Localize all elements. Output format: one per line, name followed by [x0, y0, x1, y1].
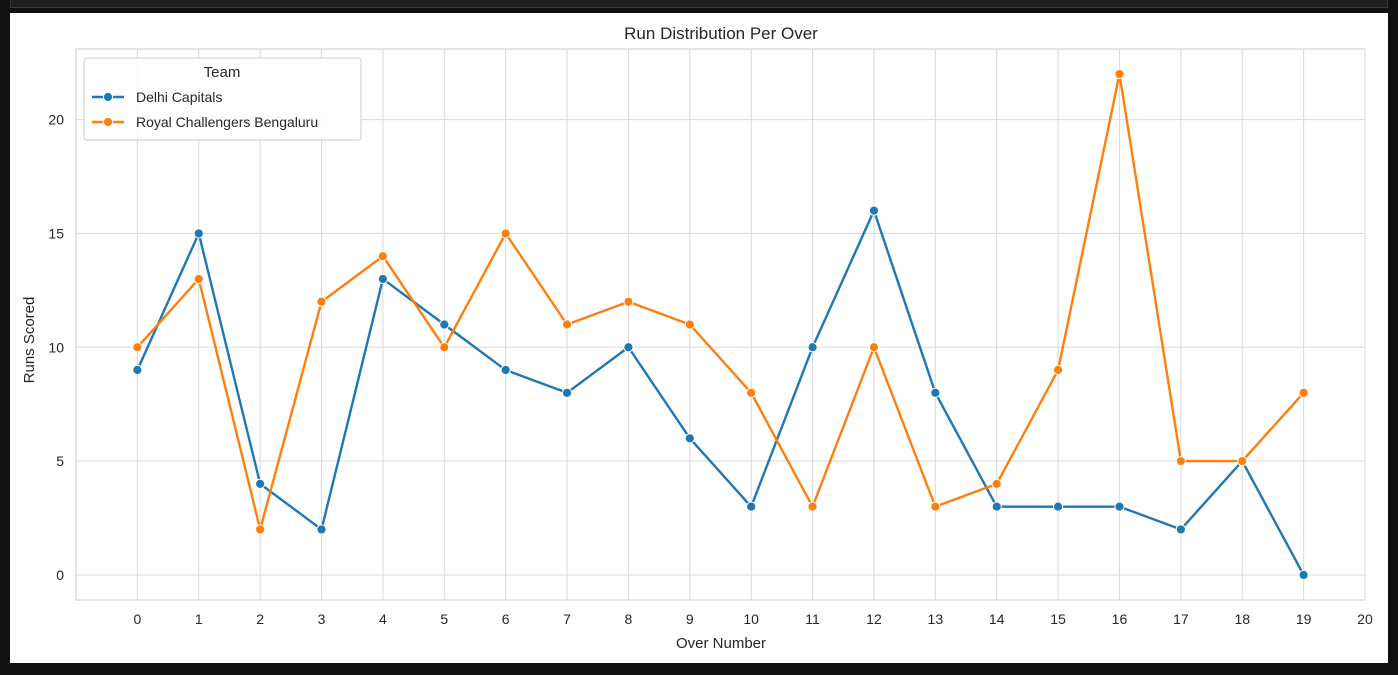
x-tick-label: 7	[563, 611, 571, 627]
data-point	[439, 342, 450, 353]
data-point	[684, 319, 695, 330]
data-point	[930, 501, 941, 512]
legend-swatch-marker	[102, 91, 114, 103]
data-point	[255, 478, 266, 489]
x-tick-label: 15	[1050, 611, 1066, 627]
data-point	[561, 387, 573, 398]
x-tick-label: 4	[379, 611, 387, 627]
series-layer	[132, 68, 1309, 581]
x-tick-label: 18	[1234, 611, 1250, 627]
data-point	[1114, 68, 1125, 80]
data-point	[500, 364, 511, 376]
chart-title: Run Distribution Per Over	[624, 24, 818, 43]
series-royal-challengers-bengaluru	[132, 68, 1309, 535]
top-bar	[0, 0, 1398, 12]
data-point	[991, 501, 1002, 512]
data-point	[255, 524, 266, 535]
x-tick-label: 17	[1173, 611, 1189, 627]
series-delhi-capitals	[132, 205, 1309, 581]
data-point	[1237, 456, 1248, 467]
data-point	[1052, 364, 1064, 376]
x-tick-label: 0	[133, 611, 141, 627]
data-point	[193, 228, 204, 239]
data-point	[439, 319, 450, 330]
x-axis-label: Over Number	[676, 635, 766, 652]
x-tick-label: 20	[1357, 611, 1373, 627]
legend-label: Royal Challengers Bengaluru	[136, 114, 318, 130]
data-point	[132, 342, 143, 353]
y-tick-label: 0	[56, 567, 64, 583]
x-tick-label: 12	[866, 611, 882, 627]
data-point	[623, 342, 634, 353]
data-point	[1175, 524, 1186, 535]
x-tick-label: 19	[1296, 611, 1312, 627]
x-tick-label: 5	[440, 611, 448, 627]
y-tick-labels: 0 5 10 15 20	[48, 112, 64, 583]
x-tick-labels: 0 1 2 3 4 5 6 7 8 9 10 11 12 13 14 15 16 17 18 19 20	[133, 611, 1373, 627]
legend-title: Team	[204, 64, 241, 81]
plot-area	[75, 48, 1366, 601]
x-tick-label: 1	[195, 611, 203, 627]
data-point	[746, 501, 757, 512]
data-point	[377, 273, 389, 285]
data-point	[316, 524, 327, 535]
y-tick-label: 20	[48, 112, 64, 128]
data-point	[193, 273, 204, 285]
data-point	[684, 433, 695, 444]
line-chart: 0 1 2 3 4 5 6 7 8 9 10 11 12 13 14 15 16 17 18 19 20 0510152…	[21, 24, 1373, 652]
data-point	[807, 501, 818, 512]
data-point	[1298, 569, 1309, 581]
top-bar-panel	[10, 0, 1388, 8]
legend-swatch-marker	[102, 116, 114, 128]
x-tick-label: 3	[318, 611, 326, 627]
x-tick-label: 8	[625, 611, 633, 627]
chart-figure: 0 1 2 3 4 5 6 7 8 9 10 11 12 13 14 15 16 17 18 19 20 0 5 10 15 2…	[10, 13, 1388, 663]
legend-box	[83, 57, 362, 141]
x-tick-label: 2	[256, 611, 264, 627]
x-tick-label: 9	[686, 611, 694, 627]
x-tick-label: 11	[805, 611, 820, 627]
data-point	[377, 251, 389, 262]
x-tick-label: 14	[989, 611, 1005, 627]
series-line	[136, 72, 1305, 531]
data-point	[561, 319, 573, 330]
x-tick-label: 6	[502, 611, 510, 627]
data-point	[807, 342, 818, 353]
data-point	[316, 296, 327, 307]
x-tick-label: 10	[743, 611, 759, 627]
data-point	[623, 296, 634, 307]
y-tick-label: 15	[48, 225, 64, 241]
data-point	[930, 387, 941, 398]
data-point	[1175, 456, 1186, 467]
data-point	[1298, 387, 1309, 398]
legend: Team Delhi Capitals Royal Challengers Ben…	[83, 57, 362, 141]
y-axis-label: Runs Scored	[21, 297, 38, 384]
data-point	[868, 342, 880, 353]
x-tick-label: 13	[928, 611, 944, 627]
data-point	[1052, 501, 1064, 512]
data-point	[500, 228, 511, 239]
x-tick-label: 16	[1112, 611, 1128, 627]
y-tick-label: 5	[56, 453, 64, 469]
legend-label: Delhi Capitals	[136, 89, 222, 105]
data-point	[746, 387, 757, 398]
data-point	[132, 364, 143, 376]
data-point	[868, 205, 880, 216]
series-line	[136, 209, 1305, 576]
data-point	[1114, 501, 1125, 512]
y-tick-label: 10	[48, 339, 64, 355]
data-point	[991, 478, 1002, 489]
